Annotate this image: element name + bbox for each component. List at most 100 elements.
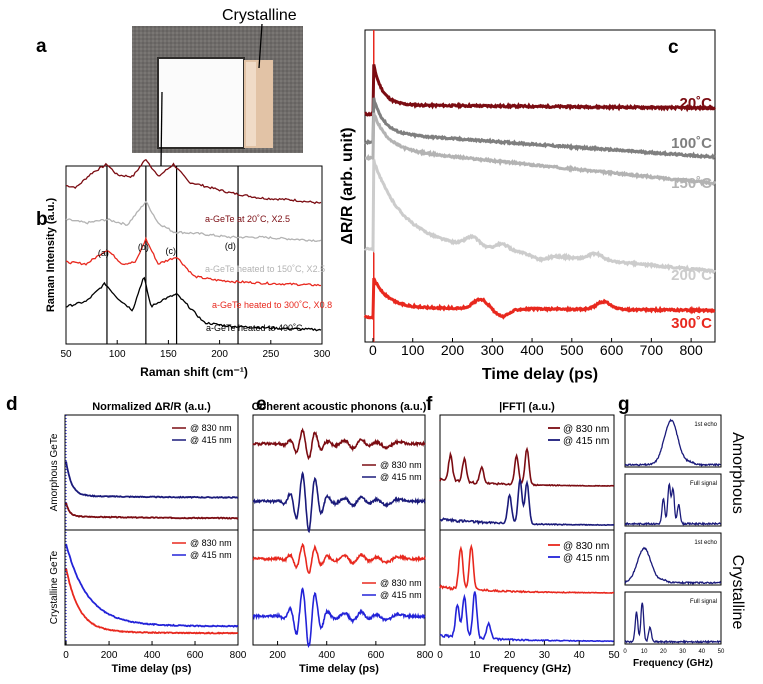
fft-legend-label: @ 415 nm: [563, 436, 609, 447]
raman-x-tick-label: 100: [109, 349, 126, 360]
reflectivity-x-tick-label: 700: [640, 342, 664, 358]
fft-series-line: [439, 446, 615, 487]
raman-x-axis-label: Raman shift (cm⁻¹): [140, 365, 248, 379]
fft-title: |FFT| (a.u.): [499, 401, 555, 413]
normalized-x-axis-label: Time delay (ps): [112, 663, 192, 675]
raman-chart: a-GeTe at 20˚C, X2.5 a-GeTe heated to 150…: [45, 158, 332, 379]
normalized-series-line: [65, 543, 239, 628]
panel-letter-c: c: [668, 37, 679, 58]
normalized-x-tick-label: 400: [144, 650, 161, 661]
normalized-x-tick-label: 800: [230, 650, 247, 661]
fft-x-tick-label: 10: [469, 650, 481, 661]
reflectivity-x-tick-label: 600: [600, 342, 624, 358]
raman-peak-label: (b): [138, 242, 149, 252]
normalized-series-line: [65, 461, 239, 500]
phonon-series-line: [252, 542, 426, 574]
echo-fft-x-axis-label: Frequency (GHz): [633, 658, 713, 669]
normalized-x-tick-label: 200: [101, 650, 118, 661]
phonon-series-line: [252, 427, 426, 461]
panel-letter-a: a: [36, 36, 47, 57]
fft-x-tick-label: 30: [539, 650, 551, 661]
raman-series-label: a-GeTe heated to 400˚C: [206, 323, 303, 333]
raman-x-tick-label: 150: [160, 349, 177, 360]
photo-label-crystalline: Crystalline: [222, 7, 297, 24]
reflectivity-series-line: [365, 112, 716, 187]
echo-fft-subplot-label: Full signal: [690, 599, 717, 605]
panel-letter-g: g: [618, 394, 630, 415]
reflectivity-series-label: 20˚C: [679, 95, 712, 112]
normalized-row-label-crystalline: Crystalline GeTe: [49, 550, 60, 624]
reflectivity-x-tick-label: 300: [481, 342, 505, 358]
reflectivity-x-tick-label: 100: [401, 342, 425, 358]
echo-fft-tick-label: 10: [641, 649, 648, 655]
echo-fft-frame: [624, 414, 722, 468]
normalized-dr-chart: @ 830 nm @ 415 nm @ 830 nm @ 415 nm Normaliz…: [49, 401, 247, 675]
reflectivity-x-tick-label: 800: [679, 342, 703, 358]
reflectivity-y-axis-label: ΔR/R (arb. unit): [339, 127, 356, 244]
echo-fft-series-line: [624, 546, 722, 586]
fft-series-line: [439, 591, 615, 643]
raman-x-tick-label: 50: [60, 349, 72, 360]
phonon-legend-label: @ 830 nm: [380, 578, 422, 588]
fft-series-line: [439, 479, 615, 527]
echo-fft-frame: [624, 532, 722, 586]
phonon-series-line: [252, 471, 426, 534]
panel-letter-d: d: [6, 394, 18, 415]
echo-fft-series-line: [624, 418, 721, 467]
normalized-legend-label: @ 415 nm: [190, 550, 232, 560]
photo-pointer-crystalline: [258, 23, 263, 69]
fft-series-line: [439, 543, 614, 594]
raman-peak-label: (a): [98, 248, 109, 258]
raman-x-tick-label: 250: [262, 349, 279, 360]
raman-series-label: a-GeTe at 20˚C, X2.5: [205, 214, 290, 224]
reflectivity-x-tick-label: 400: [520, 342, 544, 358]
echo-fft-series-line: [624, 602, 722, 645]
normalized-legend-label: @ 830 nm: [190, 538, 232, 548]
raman-series-label: a-GeTe heated to 300˚C, X0.8: [212, 300, 332, 310]
fft-legend-label: @ 415 nm: [563, 553, 609, 564]
fft-x-tick-label: 0: [437, 650, 443, 661]
fft-legend-label: @ 830 nm: [563, 424, 609, 435]
reflectivity-x-axis-label: Time delay (ps): [482, 366, 598, 383]
normalized-title: Normalized ΔR/R (a.u.): [92, 401, 211, 413]
fft-legend-label: @ 830 nm: [563, 541, 609, 552]
reflectivity-series-line: [363, 97, 716, 160]
fft-x-tick-label: 20: [504, 650, 516, 661]
raman-axes-frame: [65, 165, 323, 345]
echo-fft-subplot-label: Full signal: [690, 481, 717, 487]
phonon-series-line: [252, 587, 426, 649]
echo-fft-tick-label: 30: [679, 649, 686, 655]
normalized-x-tick-label: 600: [187, 650, 204, 661]
raman-series-line: [65, 200, 322, 242]
phonon-x-axis-label: Time delay (ps): [299, 663, 379, 675]
echo-fft-side-label-amorphous: Amorphous: [729, 432, 746, 514]
echo-fft-frame: [624, 591, 722, 645]
normalized-legend-label: @ 415 nm: [190, 435, 232, 445]
echo-fft-tick-label: 50: [718, 649, 725, 655]
photo-pointer-amorphous: [160, 91, 163, 167]
normalized-row-label-amorphous: Amorphous GeTe: [49, 433, 60, 511]
echo-fft-subplot-label: 1st echo: [694, 540, 717, 546]
acoustic-phonon-chart: @ 830 nm @ 415 nm @ 830 nm @ 415 nm Coherent…: [252, 401, 434, 675]
phonon-x-tick-label: 800: [417, 650, 434, 661]
panel-letter-f: f: [426, 394, 433, 415]
phonon-legend-label: @ 415 nm: [380, 472, 422, 482]
raman-series-label: a-GeTe heated to 150˚C, X2.5: [205, 264, 325, 274]
panel-letter-e: e: [256, 394, 267, 415]
reflectivity-series-label: 200˚C: [671, 267, 712, 284]
raman-y-axis-label: Raman Intensity (a.u.): [45, 198, 57, 313]
reflectivity-series-line: [364, 64, 716, 117]
phonon-x-tick-label: 400: [318, 650, 335, 661]
phonon-lower-frame: [252, 529, 426, 646]
fft-x-tick-label: 50: [608, 650, 620, 661]
raman-series-line: [65, 236, 321, 287]
sample-photo: [132, 26, 303, 153]
raman-x-tick-label: 200: [211, 349, 228, 360]
normalized-legend-label: @ 830 nm: [190, 423, 232, 433]
raman-series-line: [65, 276, 322, 332]
echo-fft-subplot-label: 1st echo: [694, 422, 717, 428]
panel-letter-b: b: [36, 209, 48, 230]
fft-chart: @ 830 nm@ 415 nm@ 830 nm@ 415 nm|FFT| (a…: [437, 401, 620, 675]
phonon-x-tick-label: 200: [269, 650, 286, 661]
